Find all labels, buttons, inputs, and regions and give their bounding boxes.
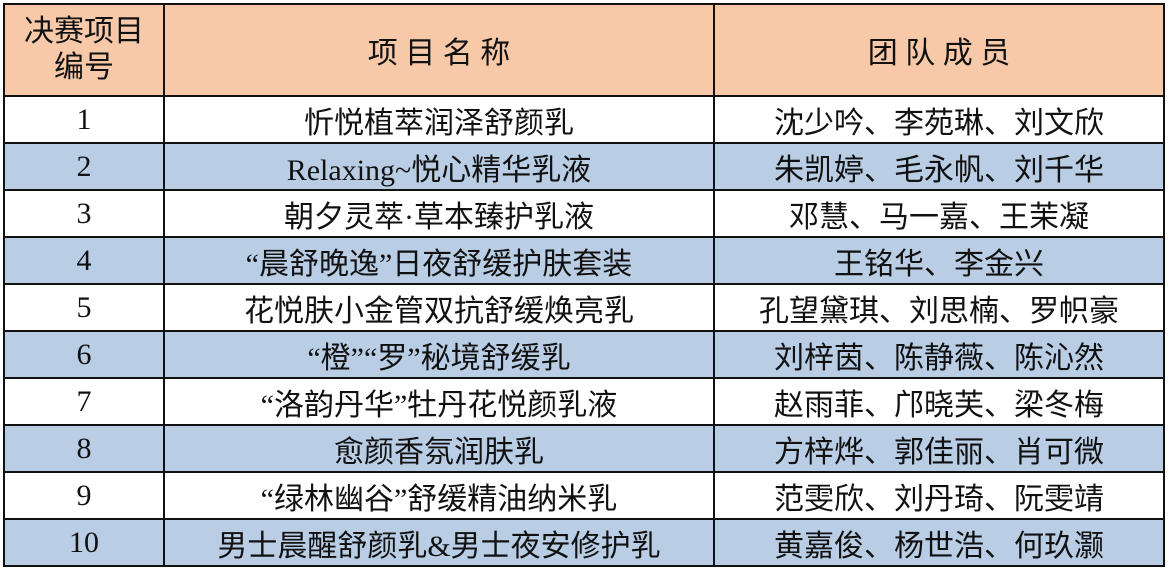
table-row: 7 “洛韵丹华”牡丹花悦颜乳液 赵雨菲、邝晓芙、梁冬梅 xyxy=(3,377,1165,426)
project-cell: “洛韵丹华”牡丹花悦颜乳液 xyxy=(163,377,715,426)
project-cell: 男士晨醒舒颜乳&男士夜安修护乳 xyxy=(163,518,715,567)
number-cell: 10 xyxy=(3,518,165,567)
project-table: 决赛项目编号 项 目 名 称 团 队 成 员 1 忻悦植萃润泽舒颜乳 沈少吟、李苑琳… xyxy=(3,3,1165,567)
number-cell: 2 xyxy=(3,142,165,191)
project-cell: 忻悦植萃润泽舒颜乳 xyxy=(163,95,715,144)
header-text: 决赛项目编号 xyxy=(24,15,144,84)
team-cell: 刘梓茵、陈静薇、陈沁然 xyxy=(713,330,1165,379)
team-cell: 方梓烨、郭佳丽、肖可微 xyxy=(713,424,1165,473)
header-cell: 团 队 成 员 xyxy=(713,3,1165,97)
project-cell: “橙”“罗”秘境舒缓乳 xyxy=(163,330,715,379)
table-row: 10 男士晨醒舒颜乳&男士夜安修护乳 黄嘉俊、杨世浩、何玖灏 xyxy=(3,518,1165,567)
table-row: 2 Relaxing~悦心精华乳液 朱凯婷、毛永帆、刘千华 xyxy=(3,142,1165,191)
number-cell: 3 xyxy=(3,189,165,238)
project-cell: 朝夕灵萃·草本臻护乳液 xyxy=(163,189,715,238)
number-cell: 5 xyxy=(3,283,165,332)
table-row: 4 “晨舒晚逸”日夜舒缓护肤套装 王铭华、李金兴 xyxy=(3,236,1165,285)
table-row: 6 “橙”“罗”秘境舒缓乳 刘梓茵、陈静薇、陈沁然 xyxy=(3,330,1165,379)
number-cell: 1 xyxy=(3,95,165,144)
table-row: 5 花悦肤小金管双抗舒缓焕亮乳 孔望黛琪、刘思楠、罗帜豪 xyxy=(3,283,1165,332)
team-cell: 邓慧、马一嘉、王茉凝 xyxy=(713,189,1165,238)
team-cell: 沈少吟、李苑琳、刘文欣 xyxy=(713,95,1165,144)
project-cell: “绿林幽谷”舒缓精油纳米乳 xyxy=(163,471,715,520)
project-cell: “晨舒晚逸”日夜舒缓护肤套装 xyxy=(163,236,715,285)
team-cell: 范雯欣、刘丹琦、阮雯靖 xyxy=(713,471,1165,520)
team-cell: 孔望黛琪、刘思楠、罗帜豪 xyxy=(713,283,1165,332)
team-cell: 王铭华、李金兴 xyxy=(713,236,1165,285)
project-cell: 愈颜香氛润肤乳 xyxy=(163,424,715,473)
number-cell: 9 xyxy=(3,471,165,520)
table-body: 1 忻悦植萃润泽舒颜乳 沈少吟、李苑琳、刘文欣 2 Relaxing~悦心精华乳液 朱凯婷… xyxy=(3,95,1165,567)
table-row: 1 忻悦植萃润泽舒颜乳 沈少吟、李苑琳、刘文欣 xyxy=(3,95,1165,144)
number-cell: 6 xyxy=(3,330,165,379)
number-cell: 7 xyxy=(3,377,165,426)
project-cell: Relaxing~悦心精华乳液 xyxy=(163,142,715,191)
number-cell: 4 xyxy=(3,236,165,285)
table-row: 3 朝夕灵萃·草本臻护乳液 邓慧、马一嘉、王茉凝 xyxy=(3,189,1165,238)
team-cell: 黄嘉俊、杨世浩、何玖灏 xyxy=(713,518,1165,567)
header-cell: 项 目 名 称 xyxy=(163,3,715,97)
table-row: 8 愈颜香氛润肤乳 方梓烨、郭佳丽、肖可微 xyxy=(3,424,1165,473)
table-row: 9 “绿林幽谷”舒缓精油纳米乳 范雯欣、刘丹琦、阮雯靖 xyxy=(3,471,1165,520)
header-cell: 决赛项目编号 xyxy=(3,3,165,97)
project-cell: 花悦肤小金管双抗舒缓焕亮乳 xyxy=(163,283,715,332)
header-row: 决赛项目编号 项 目 名 称 团 队 成 员 xyxy=(3,3,1165,97)
team-cell: 赵雨菲、邝晓芙、梁冬梅 xyxy=(713,377,1165,426)
number-cell: 8 xyxy=(3,424,165,473)
team-cell: 朱凯婷、毛永帆、刘千华 xyxy=(713,142,1165,191)
